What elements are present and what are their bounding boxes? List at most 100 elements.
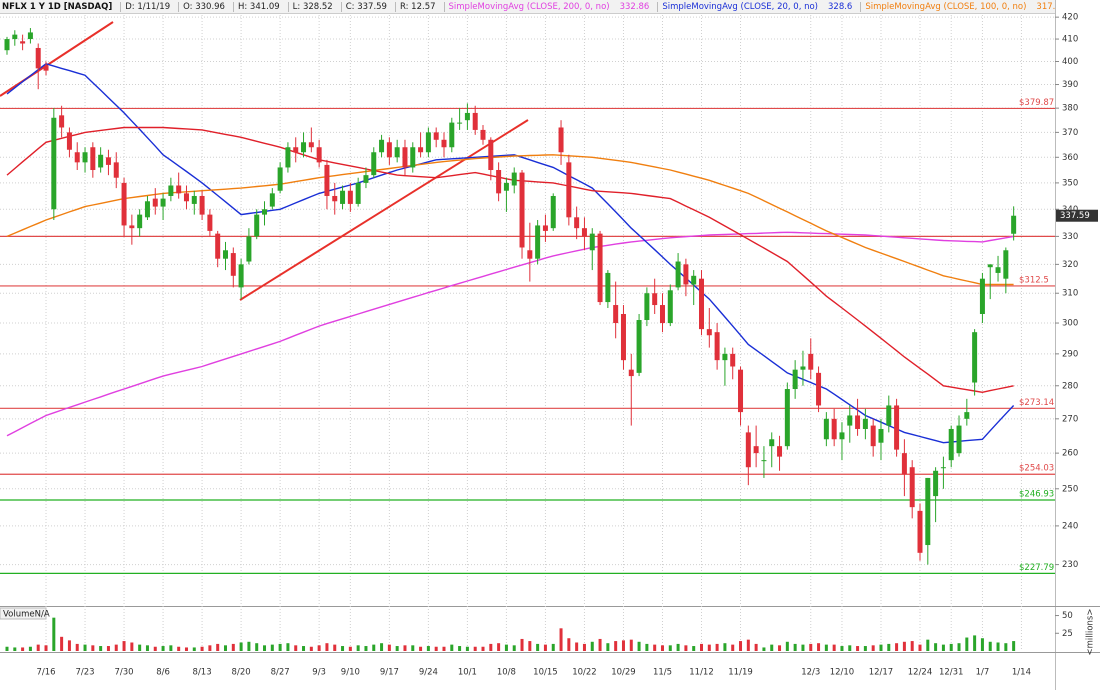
candle-body xyxy=(566,162,572,218)
study-value: 332.86 xyxy=(619,1,650,12)
moving-average xyxy=(6,231,1014,437)
candle-body xyxy=(519,172,525,248)
x-tick-label: 12/31 xyxy=(939,668,964,678)
volume-bar xyxy=(739,641,743,651)
candle-body xyxy=(207,214,213,231)
y-tick-label: 240 xyxy=(1062,521,1078,531)
candle-body xyxy=(699,278,705,330)
candle-body xyxy=(574,217,580,229)
candle-body xyxy=(769,439,775,447)
y-tick-label: 400 xyxy=(1062,57,1078,67)
volume-bar xyxy=(372,644,376,651)
quote-field: D: 1/11/19 xyxy=(120,1,172,12)
volume-bar xyxy=(294,645,298,651)
volume-bar xyxy=(223,645,227,651)
x-tick-label: 7/23 xyxy=(75,668,94,678)
candle-body xyxy=(355,182,361,204)
volume-label: VolumeN/A xyxy=(3,610,50,620)
y-tick-label: 330 xyxy=(1062,232,1078,242)
volume-bar xyxy=(75,643,79,651)
y-tick-label: 410 xyxy=(1062,35,1078,45)
candle-body xyxy=(542,225,548,231)
candle-body xyxy=(823,418,829,440)
x-tick-label: 10/15 xyxy=(533,668,558,678)
volume-bar xyxy=(278,643,282,651)
volume-bar xyxy=(458,646,462,651)
y-tick-label: 350 xyxy=(1062,178,1078,188)
volume-bar xyxy=(138,644,142,651)
candle-body xyxy=(90,147,96,171)
x-tick-label: 1/14 xyxy=(1012,668,1031,678)
study-value: 328.6 xyxy=(828,1,853,12)
volume-bar xyxy=(848,645,852,651)
x-tick-label: 10/22 xyxy=(572,668,597,678)
volume-bar xyxy=(856,646,860,651)
volume-bar xyxy=(621,640,625,651)
volume-bar xyxy=(333,644,337,651)
volume-bar xyxy=(28,646,32,651)
candle-body xyxy=(480,129,486,140)
x-tick-label: 11/19 xyxy=(728,668,753,678)
volume-bar xyxy=(700,643,704,651)
volume-bar xyxy=(44,645,48,651)
volume-bar xyxy=(645,643,649,651)
y-tick-label: 380 xyxy=(1062,104,1078,114)
candle-body xyxy=(496,170,502,194)
volume-bar xyxy=(106,646,110,651)
candle-body xyxy=(27,32,33,40)
candle-body xyxy=(652,293,658,306)
volume-bar xyxy=(99,646,103,651)
candle-body xyxy=(550,195,556,229)
volume-bar xyxy=(512,645,516,651)
volume-bar xyxy=(208,645,212,651)
candle-body xyxy=(855,415,861,429)
volume-tick-label: 25 xyxy=(1062,629,1073,639)
candle-body xyxy=(152,198,158,207)
study-legend: SimpleMovingAvg (CLOSE, 100, 0, no) xyxy=(860,1,1028,12)
y-tick-label: 390 xyxy=(1062,80,1078,90)
chart-header: NFLX 1 Y 1D [NASDAQ] D: 1/11/19 O: 330.96… xyxy=(0,0,1055,14)
volume-bar xyxy=(793,643,797,651)
candle-body xyxy=(792,369,798,390)
volume-bar xyxy=(504,644,508,651)
candle-body xyxy=(909,467,915,508)
volume-bar xyxy=(302,646,306,651)
x-tick-label: 12/17 xyxy=(869,668,894,678)
x-tick-label: 11/5 xyxy=(653,668,672,678)
candle-body xyxy=(340,190,346,204)
candle-body xyxy=(277,167,283,191)
volume-bar xyxy=(715,643,719,651)
candle-body xyxy=(464,112,470,121)
candle-body xyxy=(137,214,143,229)
candle-body xyxy=(964,412,970,419)
candle-body xyxy=(933,470,939,497)
study-legend: SimpleMovingAvg (CLOSE, 20, 0, no) xyxy=(657,1,820,12)
volume-bar xyxy=(5,646,9,651)
candle-body xyxy=(870,425,876,447)
price-level-label: $246.93 xyxy=(1019,490,1054,500)
price-level-label: $227.79 xyxy=(1019,563,1054,573)
last-price-label: 337.59 xyxy=(1060,211,1090,221)
candle-body xyxy=(441,139,447,148)
volume-bar xyxy=(520,638,524,651)
volume-bar xyxy=(91,645,95,651)
volume-bar xyxy=(723,643,727,651)
axes: 2302402502602702802903003103203303403503… xyxy=(0,13,1098,678)
volume-bar xyxy=(965,637,969,651)
volume-bar xyxy=(895,643,899,651)
volume-bar xyxy=(1012,641,1016,651)
quote-field: H: 341.09 xyxy=(232,1,282,12)
x-tick-label: 12/3 xyxy=(801,668,820,678)
candle-body xyxy=(628,369,634,377)
volume-bar xyxy=(380,643,384,651)
candle-body xyxy=(979,278,985,314)
candle-body xyxy=(987,264,993,268)
y-tick-label: 310 xyxy=(1062,289,1078,299)
candle-body xyxy=(847,415,853,426)
candle-body xyxy=(613,305,619,324)
candle-body xyxy=(379,139,385,153)
y-tick-label: 280 xyxy=(1062,381,1078,391)
volume-bar xyxy=(169,645,173,651)
volume-bar xyxy=(216,643,220,651)
